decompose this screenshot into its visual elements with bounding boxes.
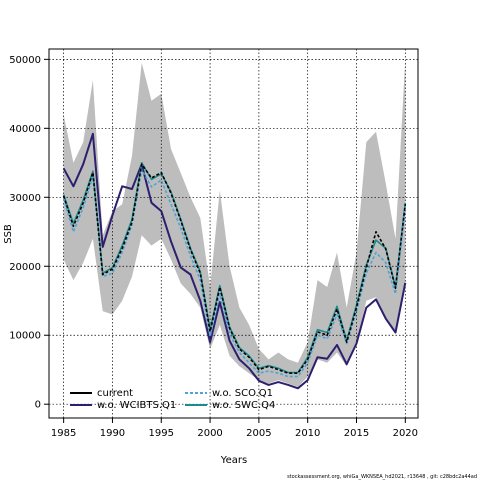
x-tick-label: 1995 (149, 428, 174, 439)
x-axis-label: Years (220, 455, 247, 466)
legend-label-3: w.o. SWC.Q4 (212, 400, 275, 411)
x-tick-label: 1990 (100, 428, 125, 439)
x-tick-label: 2000 (197, 428, 222, 439)
plot-frame (48, 48, 419, 419)
confidence-band (63, 59, 406, 388)
y-tick-label: 10000 (9, 331, 41, 342)
legend-label-2: w.o. SCO.Q1 (212, 388, 273, 399)
x-axis-ticks: 1985 1990 1995 2000 2005 2010 2015 2020 (51, 418, 418, 439)
y-tick-label: 50000 (9, 55, 41, 66)
series-line-0 (62, 163, 407, 375)
y-axis-label: SSB (3, 224, 14, 244)
x-tick-label: 2005 (246, 428, 271, 439)
legend-label-0: current (97, 388, 133, 399)
x-tick-label: 2010 (295, 428, 320, 439)
x-tick-label: 1985 (51, 428, 76, 439)
y-axis-ticks: 0 10000 20000 30000 40000 50000 (9, 55, 49, 411)
series-layer (62, 132, 407, 390)
y-tick-label: 30000 (9, 193, 41, 204)
series-line-1 (62, 132, 407, 390)
x-tick-label: 2020 (393, 428, 418, 439)
footer-text: stockassessment.org, whiGa_WKNSEA_hd2021… (287, 474, 477, 480)
y-tick-label: 20000 (9, 262, 41, 273)
confidence-band-layer (63, 59, 406, 388)
legend-label-1: w.o. WCIBTS.Q1 (97, 400, 176, 411)
x-tick-label: 2015 (344, 428, 369, 439)
y-tick-label: 0 (35, 400, 41, 411)
y-tick-label: 40000 (9, 124, 41, 135)
